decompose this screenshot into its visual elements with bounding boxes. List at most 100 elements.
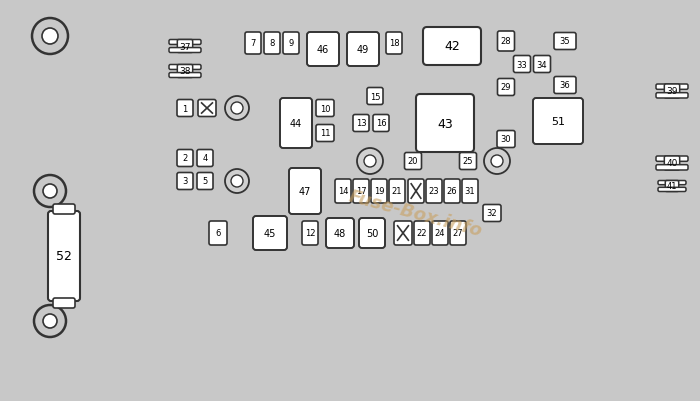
FancyBboxPatch shape bbox=[316, 125, 334, 142]
FancyBboxPatch shape bbox=[498, 79, 514, 96]
FancyBboxPatch shape bbox=[347, 33, 379, 67]
FancyBboxPatch shape bbox=[416, 95, 474, 153]
FancyBboxPatch shape bbox=[326, 219, 354, 248]
FancyBboxPatch shape bbox=[554, 33, 576, 51]
FancyBboxPatch shape bbox=[656, 85, 688, 90]
Text: 39: 39 bbox=[666, 87, 678, 96]
FancyBboxPatch shape bbox=[408, 180, 424, 203]
Text: 48: 48 bbox=[334, 229, 346, 239]
FancyBboxPatch shape bbox=[209, 221, 227, 245]
FancyBboxPatch shape bbox=[371, 180, 387, 203]
FancyBboxPatch shape bbox=[462, 180, 478, 203]
FancyBboxPatch shape bbox=[280, 99, 312, 149]
Circle shape bbox=[43, 314, 57, 328]
Text: 22: 22 bbox=[416, 229, 427, 238]
FancyBboxPatch shape bbox=[658, 188, 686, 192]
FancyBboxPatch shape bbox=[353, 180, 369, 203]
Text: 24: 24 bbox=[435, 229, 445, 238]
FancyBboxPatch shape bbox=[177, 150, 193, 167]
FancyBboxPatch shape bbox=[289, 168, 321, 215]
Text: 51: 51 bbox=[551, 117, 565, 127]
FancyBboxPatch shape bbox=[198, 100, 216, 117]
FancyBboxPatch shape bbox=[253, 217, 287, 250]
Circle shape bbox=[231, 103, 243, 115]
FancyBboxPatch shape bbox=[394, 221, 412, 245]
FancyBboxPatch shape bbox=[426, 180, 442, 203]
FancyBboxPatch shape bbox=[197, 173, 213, 190]
Text: 1: 1 bbox=[183, 104, 188, 113]
Text: Fuse-Box.info: Fuse-Box.info bbox=[346, 187, 484, 240]
FancyBboxPatch shape bbox=[514, 57, 531, 73]
Circle shape bbox=[42, 29, 58, 45]
FancyBboxPatch shape bbox=[444, 180, 460, 203]
Text: 9: 9 bbox=[288, 39, 293, 49]
FancyBboxPatch shape bbox=[498, 32, 514, 52]
Circle shape bbox=[43, 184, 57, 198]
FancyBboxPatch shape bbox=[177, 65, 192, 78]
FancyBboxPatch shape bbox=[533, 57, 550, 73]
FancyBboxPatch shape bbox=[367, 88, 383, 105]
FancyBboxPatch shape bbox=[197, 150, 213, 167]
Text: 25: 25 bbox=[463, 157, 473, 166]
Text: 19: 19 bbox=[374, 187, 384, 196]
Text: 37: 37 bbox=[179, 43, 190, 51]
Text: 44: 44 bbox=[290, 119, 302, 129]
FancyBboxPatch shape bbox=[459, 153, 477, 170]
Text: 5: 5 bbox=[202, 177, 208, 186]
FancyBboxPatch shape bbox=[405, 153, 421, 170]
FancyBboxPatch shape bbox=[8, 169, 96, 344]
Text: 36: 36 bbox=[559, 81, 570, 90]
Text: 47: 47 bbox=[299, 186, 312, 196]
FancyBboxPatch shape bbox=[177, 173, 193, 190]
FancyBboxPatch shape bbox=[169, 73, 201, 78]
Text: 49: 49 bbox=[357, 45, 369, 55]
Text: 45: 45 bbox=[264, 229, 276, 239]
Text: 13: 13 bbox=[356, 119, 366, 128]
FancyBboxPatch shape bbox=[177, 41, 192, 53]
Text: 15: 15 bbox=[370, 92, 380, 101]
Circle shape bbox=[34, 176, 66, 207]
Circle shape bbox=[364, 156, 376, 168]
Text: 27: 27 bbox=[453, 229, 463, 238]
Text: 18: 18 bbox=[389, 39, 399, 49]
Text: 31: 31 bbox=[465, 187, 475, 196]
FancyBboxPatch shape bbox=[316, 100, 334, 117]
FancyBboxPatch shape bbox=[389, 180, 405, 203]
Text: 35: 35 bbox=[560, 37, 570, 47]
FancyBboxPatch shape bbox=[386, 33, 402, 55]
FancyBboxPatch shape bbox=[656, 157, 688, 162]
FancyBboxPatch shape bbox=[145, 9, 655, 392]
Circle shape bbox=[225, 97, 249, 121]
Text: 38: 38 bbox=[179, 67, 190, 76]
FancyBboxPatch shape bbox=[656, 93, 688, 99]
FancyBboxPatch shape bbox=[665, 181, 679, 192]
Circle shape bbox=[32, 19, 68, 55]
FancyBboxPatch shape bbox=[359, 219, 385, 248]
FancyBboxPatch shape bbox=[664, 85, 680, 99]
Text: 52: 52 bbox=[56, 250, 72, 263]
FancyBboxPatch shape bbox=[177, 100, 193, 117]
Text: 12: 12 bbox=[304, 229, 315, 238]
Text: 43: 43 bbox=[437, 117, 453, 130]
Text: 26: 26 bbox=[447, 187, 457, 196]
Circle shape bbox=[34, 305, 66, 337]
FancyBboxPatch shape bbox=[48, 211, 80, 301]
Text: 46: 46 bbox=[317, 45, 329, 55]
FancyBboxPatch shape bbox=[264, 33, 280, 55]
Circle shape bbox=[484, 149, 510, 174]
FancyBboxPatch shape bbox=[656, 165, 688, 170]
Text: 41: 41 bbox=[666, 182, 677, 191]
FancyBboxPatch shape bbox=[554, 77, 576, 94]
FancyBboxPatch shape bbox=[169, 49, 201, 53]
FancyBboxPatch shape bbox=[53, 205, 75, 215]
Circle shape bbox=[231, 176, 243, 188]
FancyBboxPatch shape bbox=[533, 99, 583, 145]
FancyBboxPatch shape bbox=[245, 33, 261, 55]
Text: 40: 40 bbox=[666, 159, 678, 168]
Text: 4: 4 bbox=[202, 154, 208, 163]
FancyBboxPatch shape bbox=[53, 298, 75, 308]
FancyBboxPatch shape bbox=[450, 221, 466, 245]
FancyBboxPatch shape bbox=[423, 28, 481, 66]
Text: 14: 14 bbox=[337, 187, 348, 196]
Text: 16: 16 bbox=[376, 119, 386, 128]
